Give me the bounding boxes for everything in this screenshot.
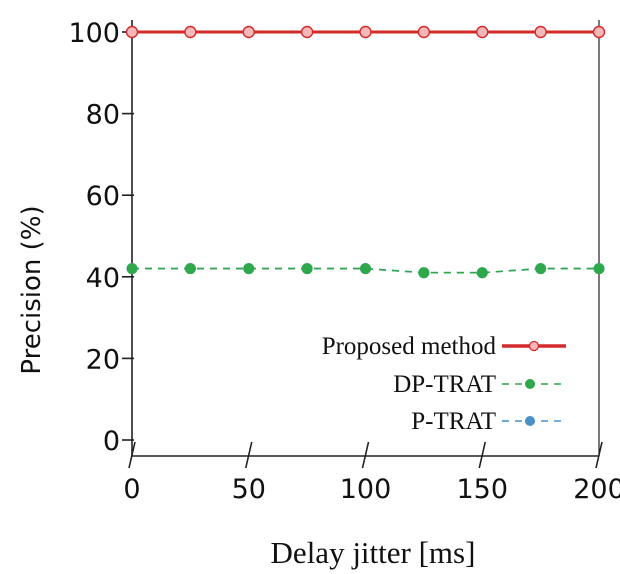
y-tick-label: 0: [103, 426, 120, 457]
series-proposed-method: [125, 25, 606, 39]
data-point: [417, 25, 431, 39]
data-point: [242, 25, 255, 39]
data-point: [300, 25, 314, 39]
data-point: [184, 25, 197, 39]
data-point: [301, 263, 313, 275]
data-point: [534, 25, 547, 39]
x-tick-label: 50: [232, 474, 266, 505]
x-tick-label: 0: [123, 474, 140, 505]
y-tick-label: 40: [86, 263, 120, 294]
y-tick-label: 60: [86, 181, 120, 212]
data-point: [360, 263, 371, 275]
data-point: [476, 267, 488, 279]
axes: 0 20 40 60 80 100 0 50 100 150 200: [68, 18, 620, 505]
series-dp-trat: [126, 263, 605, 279]
data-point: [243, 263, 255, 275]
x-tick: [128, 441, 136, 469]
data-point: [125, 25, 139, 39]
data-point: [535, 263, 547, 275]
legend-label: DP-TRAT: [393, 371, 496, 398]
series-layer: [125, 25, 606, 279]
legend-swatch-marker: [525, 416, 535, 426]
legend-swatch-marker: [528, 340, 540, 352]
data-point: [593, 263, 605, 275]
x-tick-label: 200: [573, 474, 620, 505]
x-tick: [361, 441, 370, 469]
legend-swatch-marker: [525, 379, 535, 389]
data-point: [592, 25, 606, 39]
data-point: [476, 25, 489, 39]
legend: Proposed method DP-TRAT P-TRAT: [322, 333, 566, 435]
data-point: [418, 267, 430, 279]
data-point: [126, 263, 138, 275]
data-point: [184, 263, 196, 275]
y-axis-label: Precision (%): [17, 205, 47, 374]
x-tick: [244, 441, 253, 469]
x-tick: [478, 441, 487, 469]
y-tick-label: 100: [68, 18, 120, 49]
legend-label: Proposed method: [322, 333, 497, 360]
y-tick-label: 20: [86, 344, 120, 375]
y-tick-label: 80: [86, 100, 120, 131]
data-point: [359, 25, 372, 39]
x-tick: [595, 441, 603, 469]
x-tick-label: 100: [340, 474, 392, 505]
x-axis-label: Delay jitter [ms]: [271, 535, 476, 570]
legend-label: P-TRAT: [411, 408, 496, 435]
x-tick-label: 150: [456, 474, 508, 505]
